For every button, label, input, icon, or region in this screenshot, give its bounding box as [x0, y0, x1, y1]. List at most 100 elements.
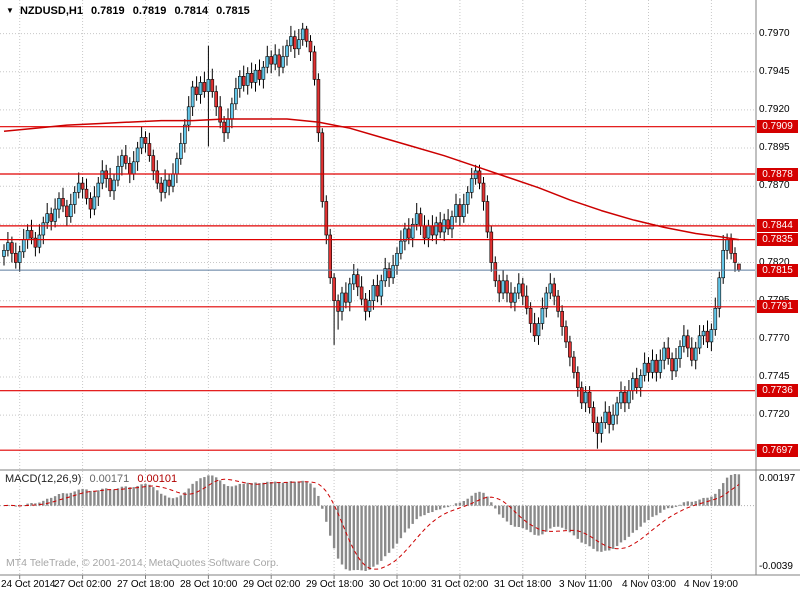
time-axis-label: 27 Oct 18:00 [117, 579, 175, 590]
price-tick-label: 0.7820 [759, 256, 790, 268]
candle [674, 348, 678, 377]
candle [33, 232, 38, 257]
candle [61, 187, 65, 213]
candle [469, 167, 474, 199]
candle [509, 282, 513, 309]
candle [344, 282, 348, 309]
candle [316, 73, 321, 142]
candle [662, 341, 667, 370]
candle [461, 193, 466, 223]
candle [634, 367, 639, 394]
candle [367, 290, 372, 318]
candle [45, 203, 50, 229]
candle [678, 340, 682, 368]
moving-average-line[interactable] [3, 118, 740, 241]
candle [214, 85, 218, 116]
candles-series [2, 22, 741, 449]
macd-name: MACD(12,26,9) [5, 473, 82, 485]
candle [591, 401, 596, 432]
candle [379, 274, 384, 306]
time-axis-label: 29 Oct 02:00 [243, 579, 301, 590]
candle [120, 149, 124, 176]
candle [265, 45, 270, 74]
candle [57, 192, 61, 219]
candle [682, 325, 686, 353]
candle [579, 381, 584, 409]
candle [300, 22, 305, 46]
candle [359, 276, 364, 306]
candle [375, 274, 380, 303]
candle [147, 132, 152, 162]
candle [88, 192, 93, 219]
candle [2, 244, 6, 266]
candle [249, 62, 254, 89]
candle [308, 35, 313, 61]
candle [108, 167, 112, 197]
candle [304, 25, 309, 48]
candle [53, 198, 57, 228]
candle [80, 177, 85, 199]
candle [257, 59, 262, 86]
candle [194, 76, 199, 101]
candle [387, 262, 391, 287]
candle [336, 294, 340, 330]
time-axis-label: 28 Oct 10:00 [180, 579, 238, 590]
collapse-arrow-icon[interactable]: ▼ [6, 6, 14, 15]
candle [611, 404, 615, 431]
candle [693, 341, 698, 370]
candle [540, 297, 545, 330]
candle [721, 235, 726, 284]
candle [340, 286, 344, 321]
candle [595, 416, 600, 449]
candle [619, 381, 623, 409]
candle [198, 76, 203, 104]
candle [179, 132, 183, 165]
candle [159, 177, 163, 202]
candle [183, 119, 187, 153]
candle [285, 39, 289, 66]
candle [289, 25, 293, 52]
candle [733, 247, 737, 272]
candle [296, 29, 301, 55]
candle [638, 369, 643, 397]
symbol-ohlc-header: ▼ NZDUSD,H1 0.7819 0.7819 0.7814 0.7815 [6, 5, 255, 17]
candle [281, 45, 285, 74]
candle [654, 354, 659, 382]
candle [10, 236, 14, 263]
candle [383, 257, 388, 287]
candle [100, 160, 105, 190]
candle [454, 193, 458, 223]
candle [646, 357, 651, 382]
price-tick-label: 0.7770 [759, 332, 790, 344]
candle [292, 30, 297, 58]
time-axis-label: 3 Nov 11:00 [559, 579, 613, 590]
candle [72, 186, 77, 214]
price-level-tag: 0.7736 [757, 384, 798, 398]
candle [139, 126, 144, 155]
macd-main-value: 0.00171 [89, 473, 130, 485]
candle [312, 45, 317, 86]
price-tick-label: 0.7720 [759, 409, 790, 421]
candle [238, 70, 242, 98]
candle [685, 329, 690, 358]
candle [485, 195, 490, 239]
candle [253, 64, 258, 92]
candle [705, 320, 710, 348]
candle [347, 277, 352, 312]
candle [572, 351, 576, 379]
candle [332, 273, 336, 345]
candle [599, 416, 604, 443]
candle [717, 271, 722, 318]
price-level-tag: 0.7844 [757, 219, 798, 233]
candle [324, 195, 329, 245]
candle [501, 270, 505, 300]
candle [544, 286, 549, 318]
candle [697, 325, 702, 355]
candle [603, 401, 608, 429]
candle [155, 160, 160, 190]
candle [524, 285, 529, 315]
